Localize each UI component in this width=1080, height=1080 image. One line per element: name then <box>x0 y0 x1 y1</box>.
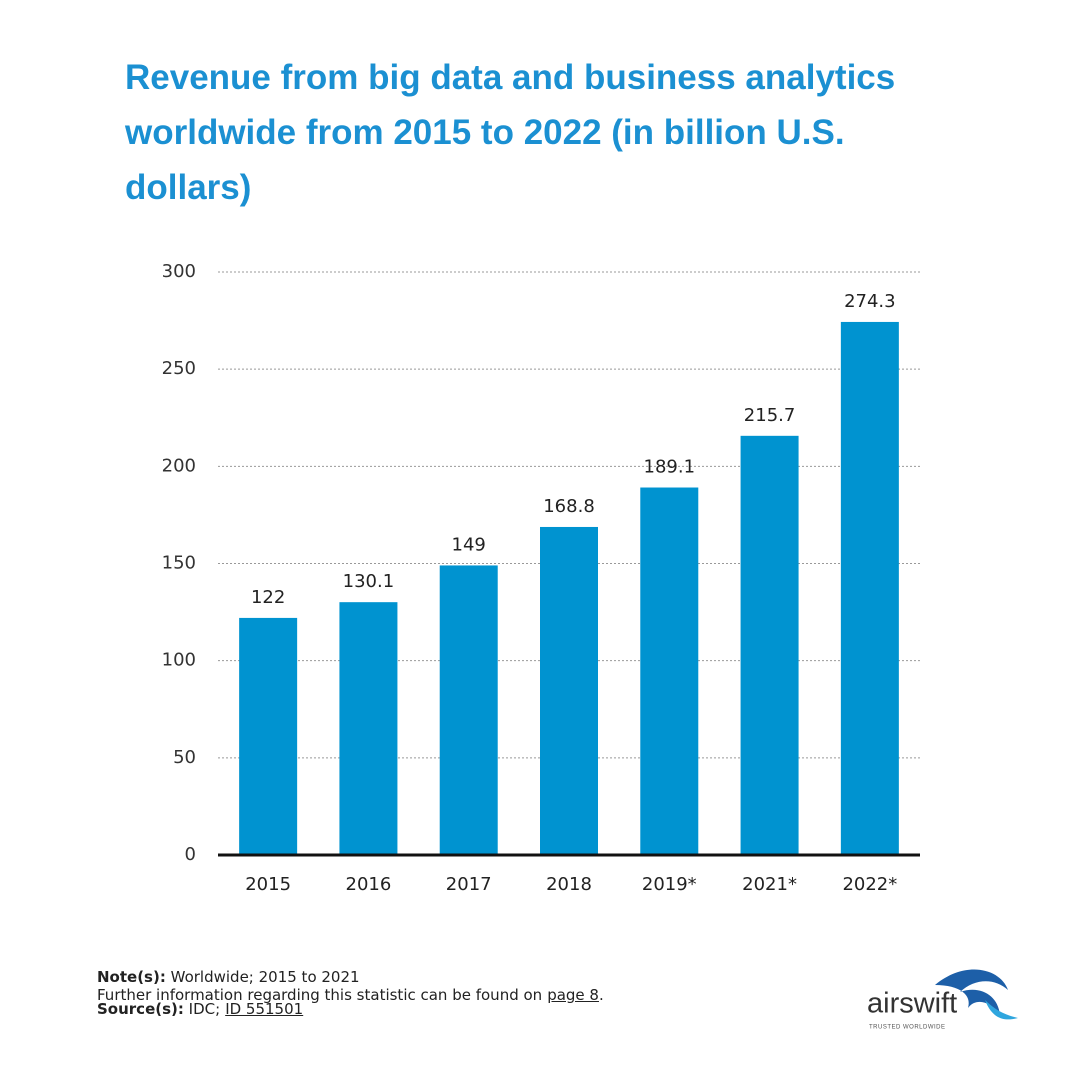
x-tick-label: 2018 <box>546 874 592 895</box>
note-text: Worldwide; 2015 to 2021 <box>170 968 360 986</box>
logo-tagline: TRUSTED WORLDWIDE <box>869 1025 946 1031</box>
source-link[interactable]: ID 551501 <box>225 1000 304 1018</box>
y-tick-label: 300 <box>162 261 196 282</box>
logo-mark <box>985 1000 1018 1020</box>
further-link[interactable]: page 8 <box>547 986 599 1004</box>
value-label: 215.7 <box>744 405 796 426</box>
logo: airswift TRUSTED WORLDWIDE <box>867 969 1018 1031</box>
y-tick-label: 100 <box>162 650 196 671</box>
bar <box>740 435 799 855</box>
y-tick-label: 150 <box>162 553 196 574</box>
bar <box>540 526 598 855</box>
x-tick-label: 2021* <box>742 874 797 895</box>
bar <box>339 602 398 855</box>
further-end: . <box>598 986 604 1004</box>
source-text: IDC; <box>188 1000 221 1018</box>
bar <box>239 617 298 855</box>
bar <box>840 321 899 855</box>
x-tick-label: 2015 <box>245 874 291 895</box>
value-label: 168.8 <box>543 496 595 517</box>
y-tick-label: 200 <box>162 455 196 476</box>
x-tick-label: 2017 <box>446 874 492 895</box>
note-label: Note(s): <box>97 968 166 986</box>
value-label: 130.1 <box>343 571 395 592</box>
bar <box>439 565 498 855</box>
y-tick-label: 50 <box>173 747 196 768</box>
x-tick-label: 2019* <box>642 874 697 895</box>
notes: Note(s): Worldwide; 2015 to 2021 Further… <box>97 968 609 1018</box>
logo-name: airswift <box>867 988 957 1020</box>
value-label: 149 <box>452 534 486 555</box>
x-tick-label: 2016 <box>346 874 392 895</box>
value-label: 189.1 <box>644 457 696 478</box>
bar <box>640 487 699 855</box>
y-tick-label: 0 <box>185 844 196 865</box>
chart-title: Revenue from big data and business analy… <box>125 58 896 207</box>
logo-mark <box>935 969 1008 1015</box>
source-label: Source(s): <box>97 1000 184 1018</box>
value-label: 274.3 <box>844 291 896 312</box>
x-tick-label: 2022* <box>842 874 897 895</box>
further-text: Further information regarding this stati… <box>97 986 543 1004</box>
y-tick-label: 250 <box>162 358 196 379</box>
value-label: 122 <box>251 587 285 608</box>
